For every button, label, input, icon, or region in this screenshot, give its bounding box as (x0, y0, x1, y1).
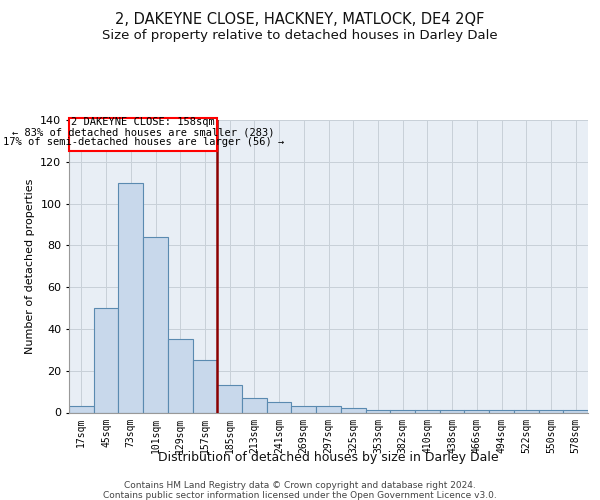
Text: ← 83% of detached houses are smaller (283): ← 83% of detached houses are smaller (28… (12, 127, 274, 137)
Bar (440, 410, 464, 412)
Bar (292, 406, 316, 412)
Text: Contains HM Land Registry data © Crown copyright and database right 2024.: Contains HM Land Registry data © Crown c… (124, 482, 476, 490)
Bar (415, 410, 440, 412)
Bar (514, 410, 539, 412)
Bar (143, 237, 168, 412)
Bar (563, 410, 588, 412)
Bar (365, 410, 390, 412)
Bar (168, 340, 193, 412)
Text: 2 DAKEYNE CLOSE: 158sqm: 2 DAKEYNE CLOSE: 158sqm (71, 118, 215, 128)
Bar (242, 398, 267, 412)
Bar (341, 408, 365, 412)
Text: 17% of semi-detached houses are larger (56) →: 17% of semi-detached houses are larger (… (2, 136, 284, 146)
Text: 2, DAKEYNE CLOSE, HACKNEY, MATLOCK, DE4 2QF: 2, DAKEYNE CLOSE, HACKNEY, MATLOCK, DE4 … (115, 12, 485, 28)
Bar (489, 410, 514, 412)
Bar (193, 360, 217, 412)
Bar (69, 406, 94, 412)
Text: Contains public sector information licensed under the Open Government Licence v3: Contains public sector information licen… (103, 490, 497, 500)
Y-axis label: Number of detached properties: Number of detached properties (25, 178, 35, 354)
Text: Distribution of detached houses by size in Darley Dale: Distribution of detached houses by size … (158, 451, 499, 464)
Bar (217, 386, 242, 412)
Bar (316, 406, 341, 412)
Text: Size of property relative to detached houses in Darley Dale: Size of property relative to detached ho… (102, 29, 498, 42)
Bar (464, 410, 489, 412)
Bar (539, 410, 563, 412)
Bar (390, 410, 415, 412)
Bar (267, 402, 292, 412)
Bar (94, 308, 118, 412)
Bar (118, 182, 143, 412)
